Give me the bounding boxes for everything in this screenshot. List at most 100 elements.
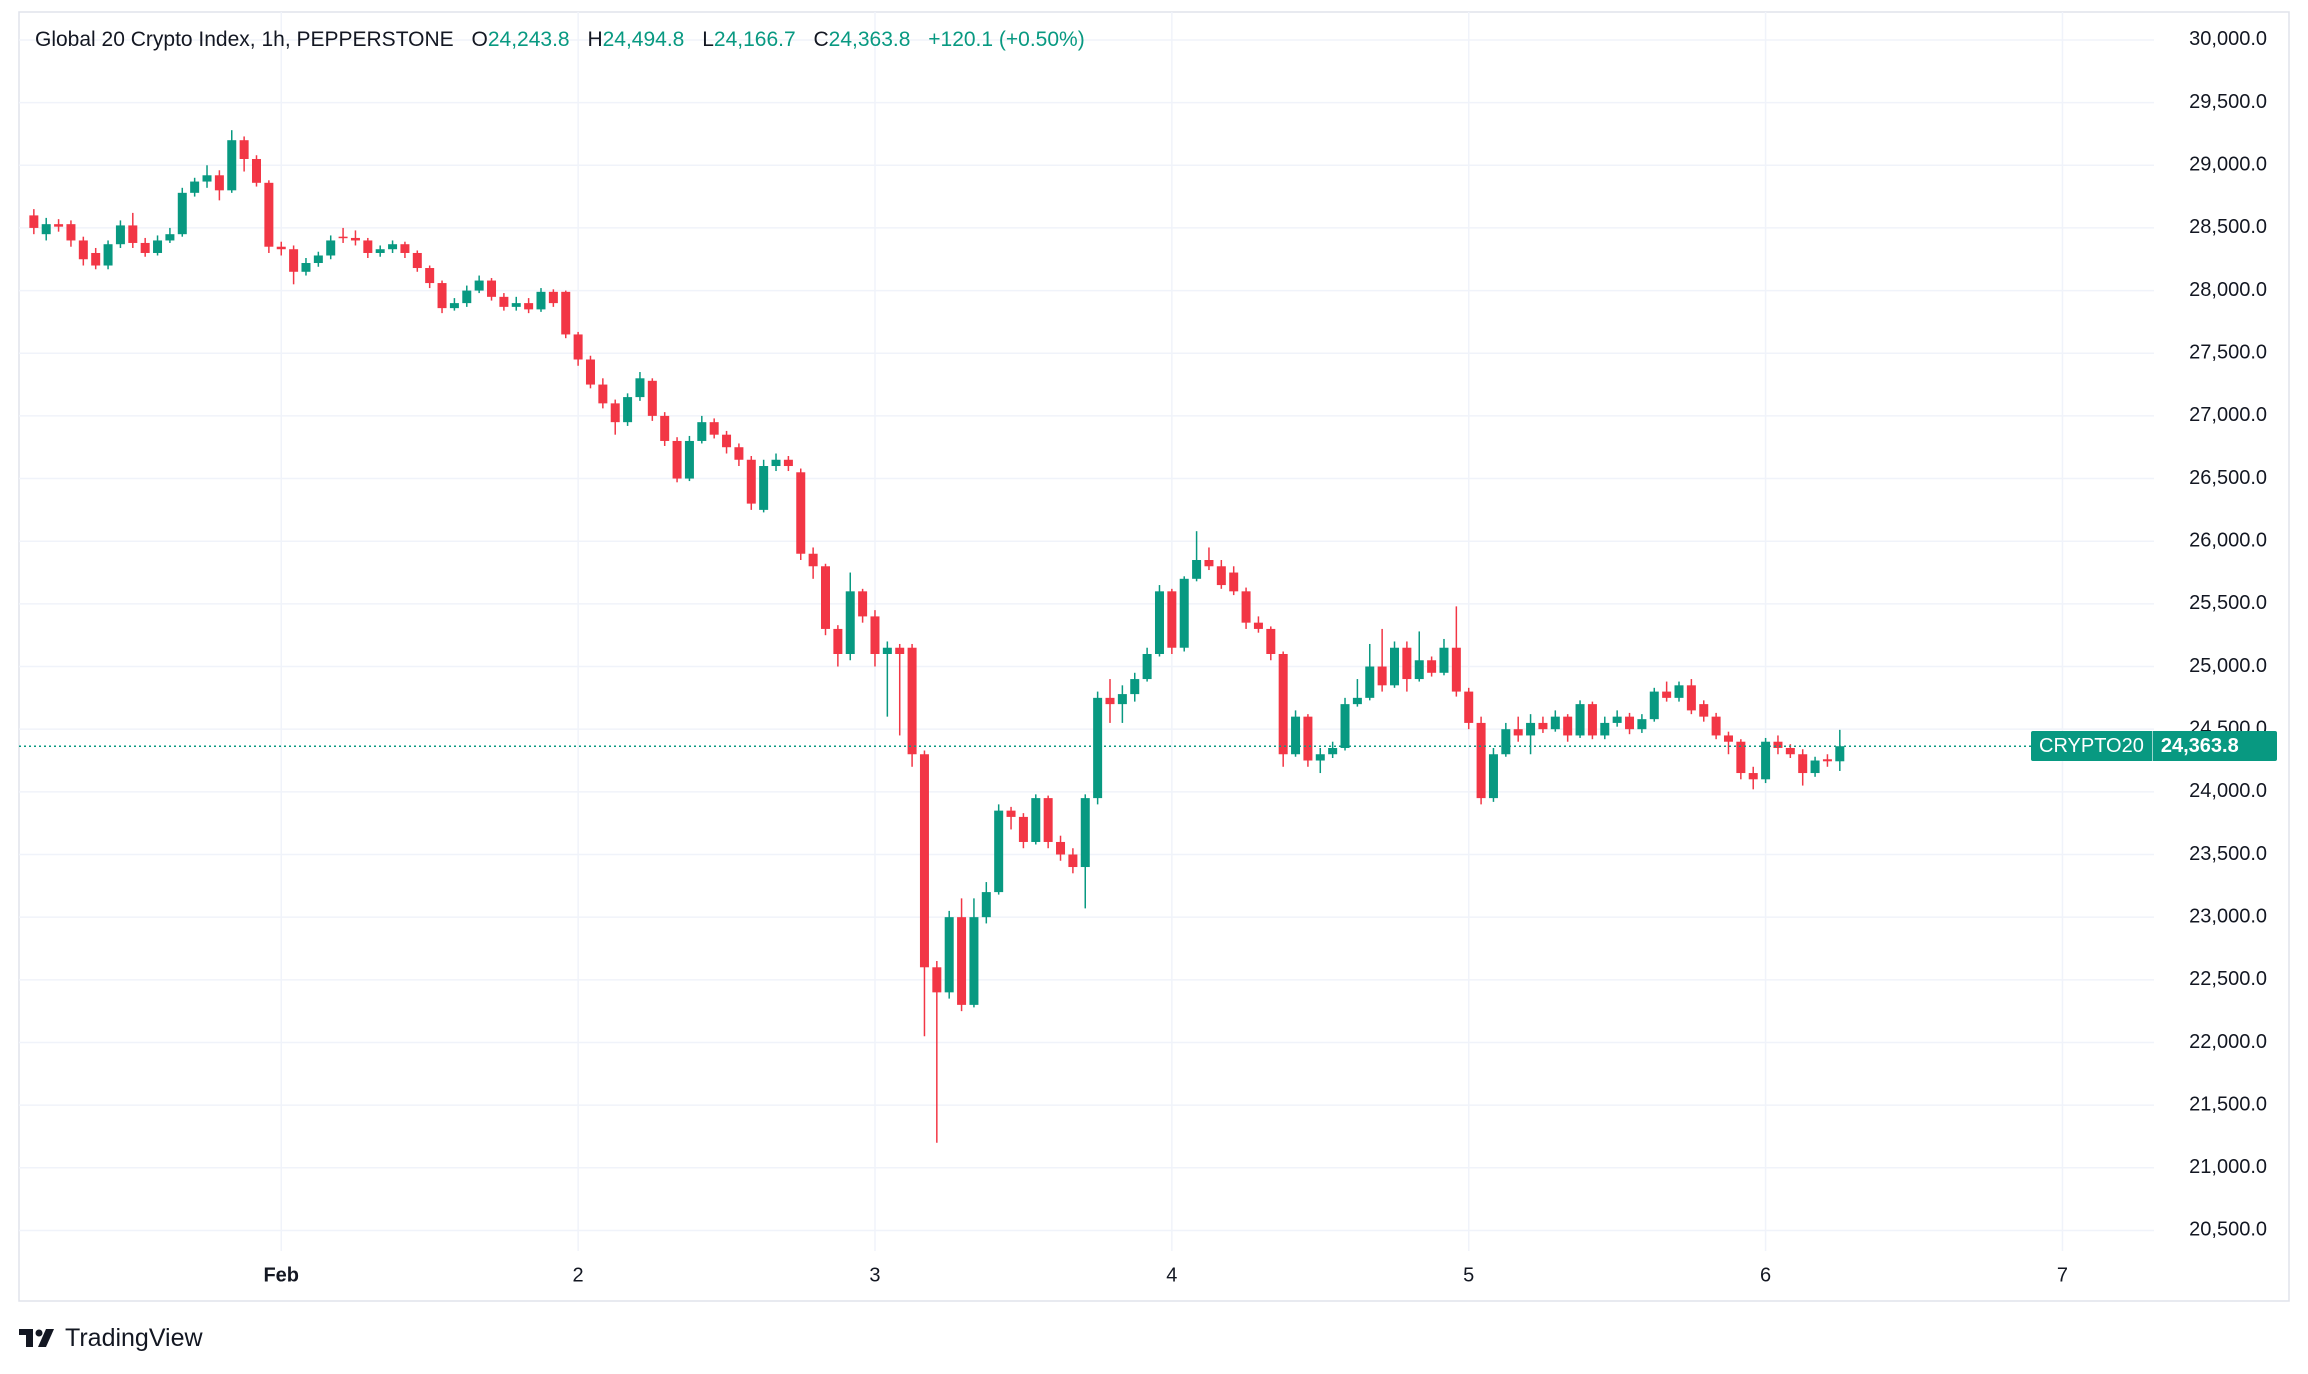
candle-body bbox=[1686, 685, 1696, 711]
candle-body bbox=[449, 303, 459, 309]
y-tick-label: 22,500.0 bbox=[2189, 968, 2267, 990]
candle-body bbox=[1204, 560, 1214, 567]
y-tick-label: 26,500.0 bbox=[2189, 467, 2267, 489]
candle-body bbox=[771, 459, 781, 467]
candle-body bbox=[833, 628, 843, 654]
candle-body bbox=[684, 440, 694, 479]
candle-body bbox=[1414, 660, 1424, 680]
candle-body bbox=[66, 224, 76, 241]
candle-body bbox=[994, 810, 1004, 893]
candle-body bbox=[1068, 854, 1078, 868]
candle-body bbox=[647, 380, 657, 416]
candle-body bbox=[1699, 704, 1709, 717]
candle-body bbox=[623, 397, 633, 423]
candle-body bbox=[561, 291, 571, 335]
legend-header: Global 20 Crypto Index, 1h, PEPPERSTONE … bbox=[35, 28, 1085, 52]
ohlc-value: 24,363.8 bbox=[828, 28, 911, 51]
candle-body bbox=[845, 591, 855, 654]
candle-body bbox=[1179, 578, 1189, 648]
candle-body bbox=[326, 240, 336, 256]
candle-body bbox=[1192, 560, 1202, 579]
last-price-label: 24,363.8 bbox=[2160, 735, 2239, 758]
candle-body bbox=[1835, 746, 1845, 762]
y-tick-label: 27,000.0 bbox=[2189, 404, 2267, 426]
candle-body bbox=[425, 268, 435, 284]
candle-body bbox=[1352, 697, 1362, 705]
candle-body bbox=[1662, 691, 1672, 698]
candle-body bbox=[1105, 697, 1115, 705]
candle-body bbox=[1340, 704, 1350, 748]
candle-body bbox=[350, 237, 360, 241]
candle-body bbox=[1501, 729, 1511, 755]
candle-body bbox=[1723, 735, 1733, 742]
candle-body bbox=[474, 280, 484, 291]
candle-body bbox=[1761, 741, 1771, 780]
price-change: +120.1 (+0.50%) bbox=[928, 28, 1085, 51]
y-tick-label: 25,000.0 bbox=[2189, 655, 2267, 677]
candle-body bbox=[177, 192, 187, 235]
candle-body bbox=[932, 967, 942, 993]
candle-body bbox=[1736, 741, 1746, 774]
y-tick-label: 21,000.0 bbox=[2189, 1156, 2267, 1178]
symbol-title: Global 20 Crypto Index, 1h, PEPPERSTONE bbox=[35, 28, 454, 51]
candle-body bbox=[1748, 773, 1758, 780]
candle-body bbox=[1810, 760, 1820, 774]
candle-body bbox=[1649, 691, 1659, 720]
candle-body bbox=[462, 290, 472, 304]
candle-body bbox=[697, 422, 707, 441]
candle-body bbox=[1031, 798, 1041, 842]
candle-body bbox=[610, 403, 620, 423]
candle-body bbox=[140, 242, 150, 253]
candle-body bbox=[821, 566, 831, 629]
y-tick-label: 23,500.0 bbox=[2189, 843, 2267, 865]
candle-body bbox=[722, 434, 732, 448]
candle-body bbox=[412, 252, 422, 269]
candle-body bbox=[1006, 810, 1016, 817]
candle-body bbox=[29, 215, 39, 228]
candle-body bbox=[1773, 741, 1783, 748]
candle-body bbox=[289, 249, 299, 272]
candle-body bbox=[1018, 816, 1028, 842]
candle-body bbox=[796, 472, 806, 554]
y-tick-label: 26,000.0 bbox=[2189, 529, 2267, 551]
candle-body bbox=[1402, 647, 1412, 680]
candle-body bbox=[1711, 716, 1721, 736]
candle-body bbox=[1043, 798, 1053, 842]
candle-body bbox=[981, 892, 991, 918]
y-tick-label: 24,000.0 bbox=[2189, 780, 2267, 802]
x-tick-label: 3 bbox=[869, 1264, 880, 1286]
candle-body bbox=[301, 263, 311, 272]
candle-body bbox=[1093, 697, 1103, 799]
candle-body bbox=[858, 591, 868, 617]
candle-body bbox=[1056, 841, 1066, 855]
candle-body bbox=[1600, 722, 1610, 736]
candle-body bbox=[895, 647, 905, 654]
x-tick-label: 4 bbox=[1166, 1264, 1177, 1286]
last-price-tag: CRYPTO20 24,363.8 bbox=[2031, 731, 2277, 762]
y-tick-label: 22,000.0 bbox=[2189, 1031, 2267, 1053]
ohlc-value: 24,494.8 bbox=[602, 28, 685, 51]
candle-body bbox=[202, 175, 212, 182]
candle-body bbox=[91, 252, 101, 266]
candle-body bbox=[363, 240, 373, 253]
candle-body bbox=[1229, 572, 1239, 592]
y-tick-label: 27,500.0 bbox=[2189, 342, 2267, 364]
candle-body bbox=[1439, 647, 1449, 673]
candle-body bbox=[388, 244, 398, 250]
brand-logo bbox=[19, 1329, 54, 1347]
candle-body bbox=[1154, 591, 1164, 654]
candle-body bbox=[190, 181, 200, 193]
chart-frame bbox=[18, 11, 2290, 1302]
candle-body bbox=[759, 466, 769, 510]
candle-body bbox=[41, 224, 51, 235]
candle-body bbox=[536, 291, 546, 310]
candle-body bbox=[1117, 694, 1127, 705]
candle-body bbox=[1822, 759, 1832, 762]
ohlc-label: O bbox=[471, 28, 488, 51]
candle-body bbox=[1291, 716, 1301, 755]
candle-body bbox=[573, 334, 583, 360]
x-tick-label: 6 bbox=[1760, 1264, 1771, 1286]
x-tick-label: 5 bbox=[1463, 1264, 1474, 1286]
candle-body bbox=[808, 553, 818, 567]
